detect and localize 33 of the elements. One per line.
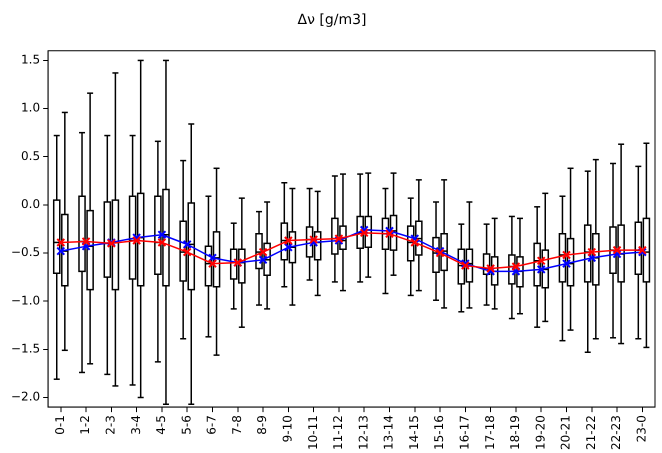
x-tick-label: 9-10 (280, 415, 294, 442)
x-tick-label: 20-21 (558, 415, 573, 450)
y-tick-label: 0.5 (21, 148, 40, 163)
x-tick-label: 5-6 (179, 415, 194, 435)
chart-title: Δν [g/m3] (298, 12, 366, 28)
x-tick-label: 2-3 (103, 415, 118, 435)
x-tick-label: 13-14 (382, 415, 396, 450)
x-tick-label: 16-17 (457, 415, 472, 450)
x-tick-label: 6-7 (204, 415, 219, 435)
y-tick-label: 1.5 (21, 52, 40, 67)
y-tick-label: −1.5 (11, 341, 40, 356)
x-tick-label: 14-15 (406, 415, 421, 450)
x-tick-label: 0-1 (52, 415, 67, 435)
x-tick-label: 11-12 (331, 415, 346, 450)
y-tick-label: 0.0 (21, 197, 40, 212)
x-tick-label: 21-22 (584, 415, 598, 450)
y-tick-label: −2.0 (11, 390, 40, 404)
x-tick-label: 17-18 (482, 415, 497, 450)
x-tick-label: 8-9 (255, 415, 270, 435)
x-tick-label: 1-2 (78, 415, 92, 435)
y-tick-label: −1.0 (11, 293, 40, 308)
x-tick-label: 10-11 (306, 415, 320, 450)
y-tick-label: 1.0 (21, 100, 40, 115)
x-tick-label: 19-20 (533, 415, 548, 450)
x-tick-label: 12-13 (356, 415, 370, 450)
x-tick-label: 4-5 (154, 415, 168, 435)
x-tick-label: 18-19 (508, 415, 522, 450)
x-tick-label: 7-8 (230, 415, 244, 435)
x-tick-label: 22-23 (609, 415, 624, 450)
x-tick-label: 3-4 (128, 415, 143, 435)
y-tick-label: −0.5 (11, 245, 40, 260)
x-tick-label: 23-0 (634, 415, 648, 442)
x-tick-label: 15-16 (432, 415, 446, 450)
